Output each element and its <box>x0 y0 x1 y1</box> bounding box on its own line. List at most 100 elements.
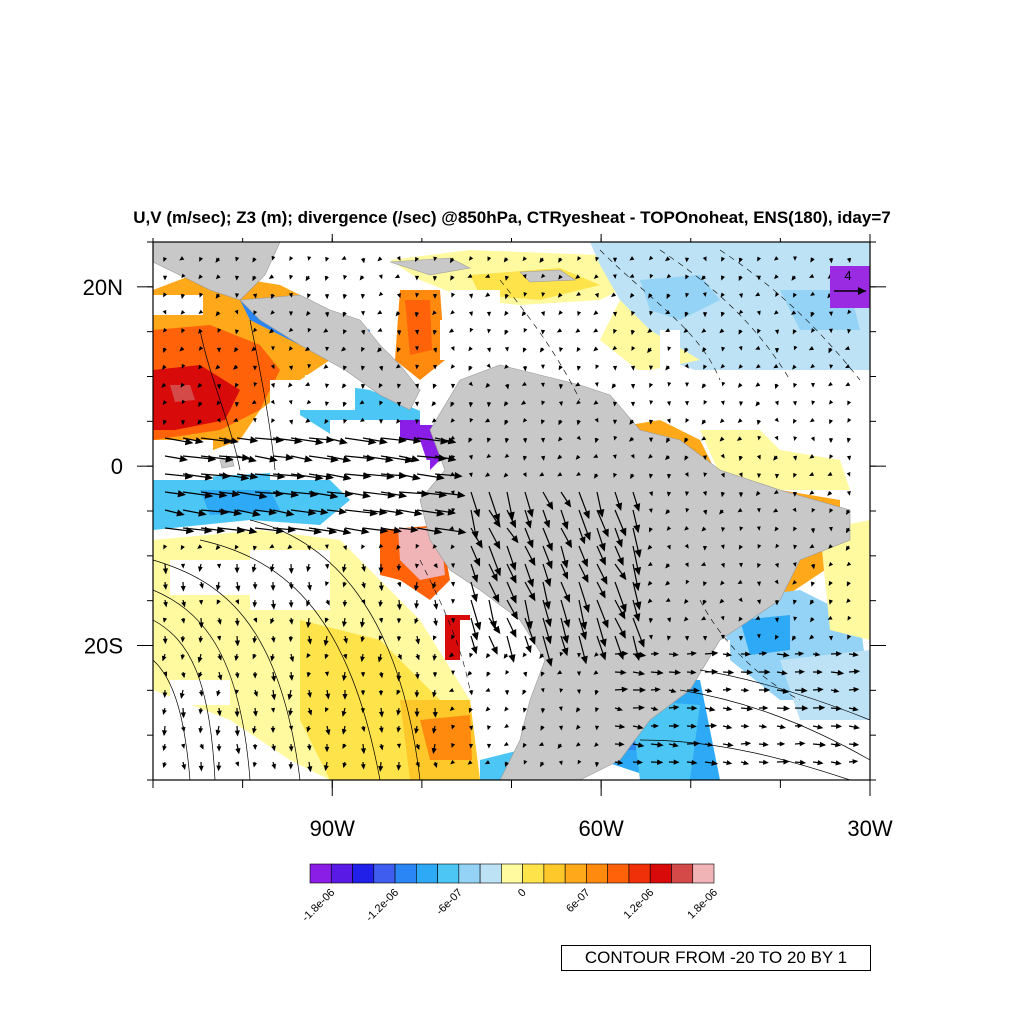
wind-vector <box>197 382 203 388</box>
wind-vector <box>665 365 671 371</box>
wind-vector <box>451 634 456 640</box>
wind-vector <box>432 581 437 590</box>
wind-vector <box>576 671 582 677</box>
wind-vector <box>560 617 570 644</box>
wind-vector <box>163 256 168 263</box>
wind-vector <box>396 401 402 407</box>
wind-vector <box>432 329 438 336</box>
wind-vector <box>162 563 169 575</box>
wind-vector <box>593 274 599 279</box>
wind-vector <box>614 650 629 657</box>
colorbar-swatch <box>692 863 715 884</box>
wind-vector <box>792 329 797 335</box>
wind-vector <box>198 328 203 334</box>
wind-vector <box>380 508 404 516</box>
wind-vector <box>378 383 383 389</box>
wind-vector <box>200 455 234 463</box>
wind-vector <box>271 418 276 424</box>
wind-vector <box>414 329 420 335</box>
wind-vector <box>379 671 384 679</box>
wind-vector <box>215 311 221 317</box>
wind-vector <box>668 742 679 748</box>
wind-vector <box>577 256 582 261</box>
wind-vector <box>198 364 203 370</box>
wind-vector <box>432 707 438 718</box>
wind-vector <box>737 418 743 423</box>
wind-vector <box>720 311 725 317</box>
wind-vector <box>576 365 582 371</box>
wind-vector <box>593 453 599 458</box>
wind-vector <box>648 473 654 479</box>
wind-vector <box>361 346 366 352</box>
wind-vector <box>288 399 293 405</box>
wind-vector <box>772 508 779 513</box>
wind-vector <box>756 419 761 426</box>
wind-vector <box>794 759 807 766</box>
wind-vector <box>647 328 653 333</box>
wind-vector <box>398 436 422 444</box>
wind-vector <box>161 725 168 737</box>
wind-vector <box>162 689 168 698</box>
wind-vector <box>758 705 769 711</box>
wind-vector <box>686 651 697 657</box>
wind-vector <box>304 346 310 352</box>
wind-vector <box>324 563 330 570</box>
wind-vector <box>560 581 571 603</box>
wind-vector <box>593 670 599 675</box>
colorbar: -1.8e-06 -1.2e-06 -6e-07 0 6e-07 1.2e-06 1.8e-… <box>300 863 720 924</box>
wind-vector <box>251 399 257 405</box>
wind-vector <box>396 563 402 572</box>
wind-vector <box>632 742 645 748</box>
wind-vector <box>776 758 790 765</box>
wind-vector <box>560 563 568 580</box>
wind-vector <box>468 365 473 372</box>
wind-vector <box>774 274 779 280</box>
wind-vector <box>595 256 600 262</box>
wind-vector <box>432 293 438 299</box>
wind-vector <box>594 725 600 731</box>
wind-vector <box>450 309 455 315</box>
wind-vector <box>773 455 779 461</box>
wind-vector <box>702 491 707 497</box>
wind-vector <box>613 472 618 478</box>
wind-vector <box>540 725 545 731</box>
wind-vectors <box>161 255 861 773</box>
wind-vector <box>161 382 167 388</box>
wind-vector <box>738 364 744 369</box>
wind-vector <box>432 347 438 353</box>
wind-vector <box>558 760 563 766</box>
wind-vector <box>504 275 510 281</box>
wind-vector <box>378 291 384 297</box>
wind-vector <box>683 328 689 333</box>
wind-vector <box>324 544 329 550</box>
wind-vector <box>683 616 689 622</box>
wind-vector <box>251 346 257 352</box>
wind-vector <box>668 651 679 657</box>
wind-vector <box>308 455 340 463</box>
wind-vector <box>218 509 243 517</box>
wind-vector <box>648 365 654 371</box>
wind-vector <box>774 579 779 585</box>
wind-vector <box>702 256 707 262</box>
wind-vector <box>578 563 589 584</box>
wind-vector <box>378 635 383 641</box>
wind-vector <box>486 347 492 353</box>
wind-vector <box>613 328 618 334</box>
wind-vector <box>360 257 366 264</box>
wind-vector <box>740 705 754 712</box>
wind-vector <box>270 364 275 370</box>
wind-vector <box>775 292 780 298</box>
wind-vector <box>578 527 586 545</box>
wind-vector <box>596 635 607 661</box>
wind-vector <box>738 345 743 351</box>
wind-vector <box>522 671 528 677</box>
wind-vector <box>468 725 474 731</box>
wind-vector <box>809 417 815 423</box>
wind-vector <box>542 509 551 529</box>
wind-vector <box>722 724 733 730</box>
wind-vector <box>181 273 186 279</box>
wind-vector <box>700 616 707 621</box>
wind-vector <box>433 761 438 768</box>
wind-vector <box>791 275 797 281</box>
wind-vector <box>614 599 626 620</box>
